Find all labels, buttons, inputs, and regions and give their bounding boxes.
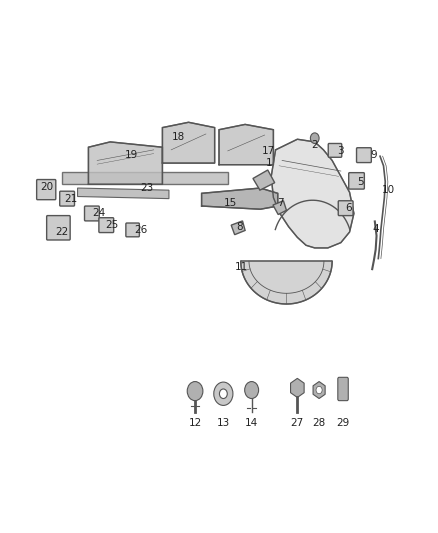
Text: 20: 20	[41, 182, 53, 192]
Text: 1: 1	[266, 158, 272, 168]
FancyBboxPatch shape	[99, 217, 114, 232]
FancyBboxPatch shape	[349, 173, 364, 189]
Text: 22: 22	[56, 227, 69, 237]
Text: 10: 10	[382, 184, 396, 195]
FancyBboxPatch shape	[338, 201, 353, 216]
Polygon shape	[78, 188, 169, 199]
Text: 14: 14	[245, 418, 258, 428]
Text: 17: 17	[262, 146, 275, 156]
Text: 24: 24	[93, 208, 106, 219]
Text: 12: 12	[188, 418, 201, 428]
Text: 2: 2	[311, 140, 318, 150]
Text: 8: 8	[237, 222, 243, 232]
FancyBboxPatch shape	[85, 206, 99, 221]
FancyBboxPatch shape	[60, 191, 74, 206]
Polygon shape	[271, 139, 354, 248]
Circle shape	[316, 386, 322, 394]
Text: 18: 18	[172, 132, 185, 142]
Text: 11: 11	[235, 262, 248, 271]
Circle shape	[214, 382, 233, 406]
Circle shape	[245, 382, 258, 399]
Text: 25: 25	[106, 220, 119, 230]
Polygon shape	[253, 170, 275, 190]
Polygon shape	[62, 172, 228, 184]
Polygon shape	[273, 201, 286, 215]
Text: 27: 27	[291, 418, 304, 428]
Polygon shape	[88, 142, 162, 184]
Circle shape	[187, 382, 203, 401]
Polygon shape	[219, 124, 273, 165]
FancyBboxPatch shape	[338, 377, 348, 401]
Text: 9: 9	[370, 150, 377, 160]
Polygon shape	[313, 382, 325, 399]
Circle shape	[219, 389, 227, 399]
FancyBboxPatch shape	[37, 180, 56, 200]
Polygon shape	[290, 378, 304, 398]
Text: 4: 4	[372, 224, 379, 235]
Text: 7: 7	[277, 198, 283, 208]
Text: 5: 5	[357, 176, 364, 187]
FancyBboxPatch shape	[47, 216, 70, 240]
Text: 29: 29	[336, 418, 350, 428]
Text: 26: 26	[134, 225, 147, 236]
Text: 21: 21	[64, 193, 78, 204]
Polygon shape	[201, 188, 278, 209]
Polygon shape	[231, 221, 245, 235]
FancyBboxPatch shape	[357, 148, 371, 163]
Circle shape	[311, 133, 319, 143]
Text: 3: 3	[338, 146, 344, 156]
Polygon shape	[162, 122, 215, 163]
Text: 15: 15	[224, 198, 237, 208]
Text: 23: 23	[141, 183, 154, 193]
FancyBboxPatch shape	[126, 223, 139, 237]
Polygon shape	[241, 261, 332, 304]
Text: 28: 28	[312, 418, 326, 428]
Text: 6: 6	[346, 203, 352, 213]
Text: 19: 19	[124, 150, 138, 160]
Text: 13: 13	[217, 418, 230, 428]
FancyBboxPatch shape	[328, 143, 342, 157]
